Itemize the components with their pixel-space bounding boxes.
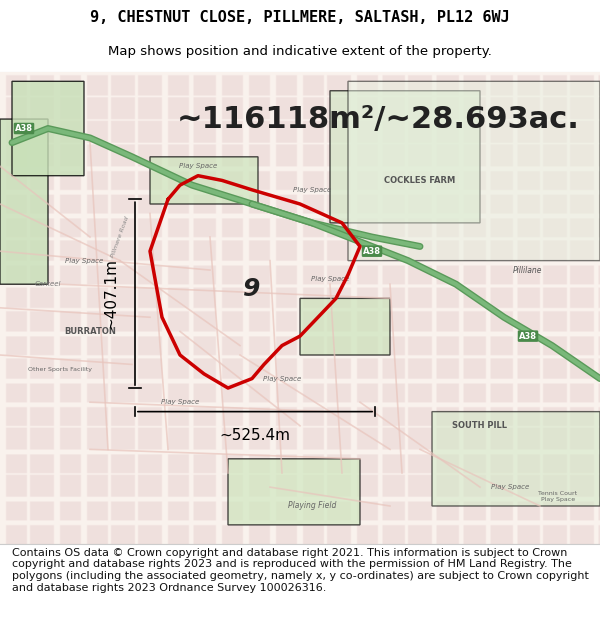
Text: SOUTH PILL: SOUTH PILL — [452, 421, 508, 430]
Text: ~116118m²/~28.693ac.: ~116118m²/~28.693ac. — [176, 104, 580, 134]
Text: Map shows position and indicative extent of the property.: Map shows position and indicative extent… — [108, 45, 492, 58]
Text: Play Space: Play Space — [161, 399, 199, 405]
Text: Playing Field: Playing Field — [288, 501, 336, 511]
Text: A38: A38 — [519, 332, 537, 341]
FancyBboxPatch shape — [0, 119, 48, 284]
Text: A38: A38 — [363, 247, 381, 256]
Text: Play Space: Play Space — [311, 276, 349, 282]
Text: Play Space: Play Space — [65, 258, 103, 264]
Text: Play Space: Play Space — [491, 484, 529, 490]
Text: BURRATON: BURRATON — [64, 327, 116, 336]
Text: ~525.4m: ~525.4m — [220, 428, 290, 442]
Text: Pillmere Road: Pillmere Road — [110, 216, 130, 258]
FancyBboxPatch shape — [330, 91, 480, 223]
FancyBboxPatch shape — [300, 298, 390, 355]
FancyBboxPatch shape — [348, 81, 600, 261]
Text: Other Sports Facility: Other Sports Facility — [28, 367, 92, 372]
Text: Carkeel: Carkeel — [35, 281, 61, 288]
Text: Play Space: Play Space — [179, 163, 217, 169]
FancyBboxPatch shape — [432, 412, 600, 506]
FancyBboxPatch shape — [150, 157, 258, 204]
FancyBboxPatch shape — [228, 459, 360, 525]
Text: Tennis Court
Play Space: Tennis Court Play Space — [538, 491, 578, 502]
FancyBboxPatch shape — [12, 81, 84, 176]
Text: 9: 9 — [244, 277, 260, 301]
Text: Pillilane: Pillilane — [513, 266, 543, 274]
Text: ~407.1m: ~407.1m — [104, 258, 119, 329]
Text: Play Space: Play Space — [293, 187, 331, 193]
Text: A38: A38 — [15, 124, 33, 133]
Text: COCKLES FARM: COCKLES FARM — [385, 176, 455, 185]
Text: 9, CHESTNUT CLOSE, PILLMERE, SALTASH, PL12 6WJ: 9, CHESTNUT CLOSE, PILLMERE, SALTASH, PL… — [90, 11, 510, 26]
Text: Play Space: Play Space — [263, 376, 301, 382]
Text: Contains OS data © Crown copyright and database right 2021. This information is : Contains OS data © Crown copyright and d… — [12, 548, 589, 592]
